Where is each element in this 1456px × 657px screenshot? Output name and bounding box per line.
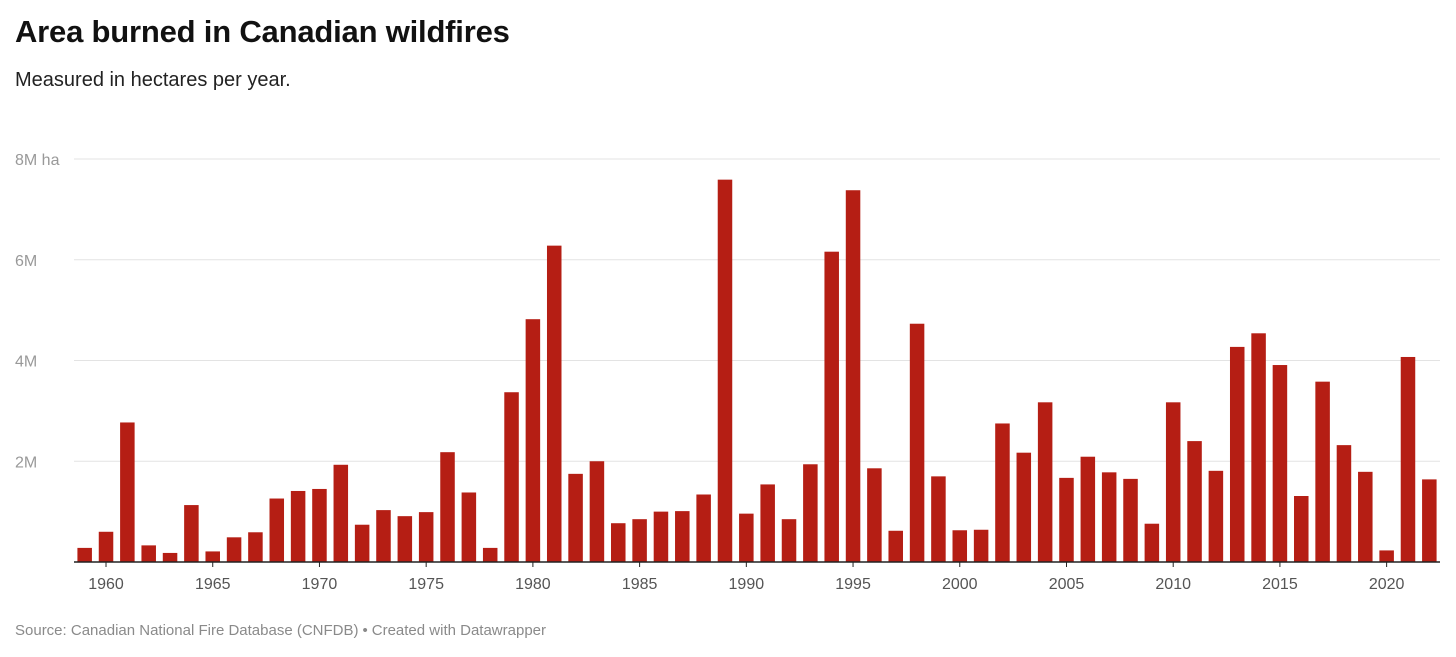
- bar-2020: [1379, 550, 1394, 562]
- bar-1984: [611, 523, 626, 562]
- x-tick-label: 2020: [1369, 576, 1405, 593]
- bar-1976: [440, 452, 455, 562]
- bar-1977: [461, 492, 477, 562]
- bar-2013: [1229, 346, 1245, 562]
- y-tick-label: 2M: [15, 454, 37, 471]
- x-tick-label: 1985: [622, 576, 658, 593]
- bar-2008: [1123, 478, 1138, 562]
- bar-1961: [120, 422, 135, 562]
- bar-1982: [568, 473, 583, 562]
- y-tick-label: 4M: [15, 354, 37, 371]
- y-tick-label: 6M: [15, 253, 37, 270]
- bar-1981: [546, 245, 562, 562]
- bar-2021: [1400, 356, 1416, 562]
- bar-1973: [376, 510, 391, 562]
- bar-1966: [226, 537, 242, 562]
- bar-1985: [632, 519, 647, 562]
- bar-1968: [269, 498, 285, 562]
- credit-note: Created with Datawrapper: [371, 622, 547, 639]
- bar-1990: [739, 513, 754, 562]
- bar-1959: [77, 547, 92, 562]
- x-tick-label: 2015: [1262, 576, 1298, 593]
- bar-1971: [333, 464, 349, 562]
- bar-2007: [1101, 472, 1117, 562]
- bar-2022: [1422, 479, 1437, 562]
- bar-2005: [1059, 477, 1074, 562]
- bar-chart: 2M 4M 6M 8M ha 1960 1965 1970 1975 1980 1985 1990…: [15, 152, 1440, 593]
- bar-2011: [1187, 441, 1202, 562]
- source-note: Source: Canadian National Fire Database …: [15, 622, 359, 639]
- bar-1992: [781, 519, 797, 562]
- footer-separator: •: [362, 622, 368, 639]
- bar-2000: [952, 530, 968, 562]
- x-tick-label: 2005: [1049, 576, 1085, 593]
- bar-1997: [888, 530, 903, 562]
- bar-1960: [98, 531, 114, 562]
- bar-2014: [1251, 333, 1266, 562]
- bar-1987: [675, 511, 690, 562]
- bar-1989: [717, 179, 733, 562]
- bar-2006: [1080, 456, 1096, 562]
- bar-1969: [290, 490, 306, 562]
- bar-2004: [1037, 402, 1053, 562]
- bar-1980: [525, 319, 541, 562]
- bar-1998: [909, 323, 925, 562]
- bar-2016: [1294, 496, 1309, 562]
- bar-1978: [482, 547, 498, 562]
- x-tick-label: 1975: [408, 576, 444, 593]
- bar-2018: [1336, 445, 1352, 562]
- bar-2019: [1358, 471, 1373, 562]
- x-tick-label: 1980: [515, 576, 551, 593]
- bar-1964: [184, 505, 199, 562]
- bar-1974: [397, 516, 413, 562]
- bar-1962: [141, 545, 156, 562]
- bar-1975: [418, 512, 434, 562]
- bar-1967: [248, 532, 263, 562]
- bar-1983: [589, 461, 605, 562]
- x-tick-label: 1965: [195, 576, 231, 593]
- x-tick-label: 1995: [835, 576, 871, 593]
- bar-2015: [1272, 365, 1288, 562]
- bar-1996: [867, 468, 882, 562]
- x-tick-label: 1970: [302, 576, 338, 593]
- bar-1972: [354, 524, 370, 562]
- x-tick-label: 1960: [88, 576, 124, 593]
- chart-title: Area burned in Canadian wildfires: [15, 14, 510, 49]
- bar-1988: [696, 494, 711, 562]
- bar-2009: [1144, 523, 1160, 562]
- bar-1979: [504, 392, 519, 562]
- bar-2001: [973, 529, 989, 562]
- bar-2010: [1165, 402, 1181, 562]
- chart-footer: Source: Canadian National Fire Database …: [15, 622, 546, 639]
- bar-1994: [824, 251, 839, 562]
- bar-1999: [931, 476, 946, 562]
- bar-1993: [803, 464, 818, 562]
- chart-subtitle: Measured in hectares per year.: [15, 69, 291, 91]
- bar-1965: [205, 551, 220, 562]
- bar-2003: [1016, 452, 1032, 562]
- bar-1986: [653, 511, 669, 562]
- x-tick-label: 2000: [942, 576, 978, 593]
- bar-1970: [312, 488, 327, 562]
- x-tick-label: 2010: [1155, 576, 1191, 593]
- bar-1963: [162, 552, 178, 562]
- y-tick-label: 8M ha: [15, 152, 60, 169]
- bar-2002: [995, 423, 1010, 562]
- bar-1991: [760, 484, 775, 562]
- bar-2012: [1208, 470, 1224, 562]
- x-tick-label: 1990: [729, 576, 765, 593]
- bar-2017: [1315, 381, 1330, 562]
- bar-1995: [845, 190, 861, 563]
